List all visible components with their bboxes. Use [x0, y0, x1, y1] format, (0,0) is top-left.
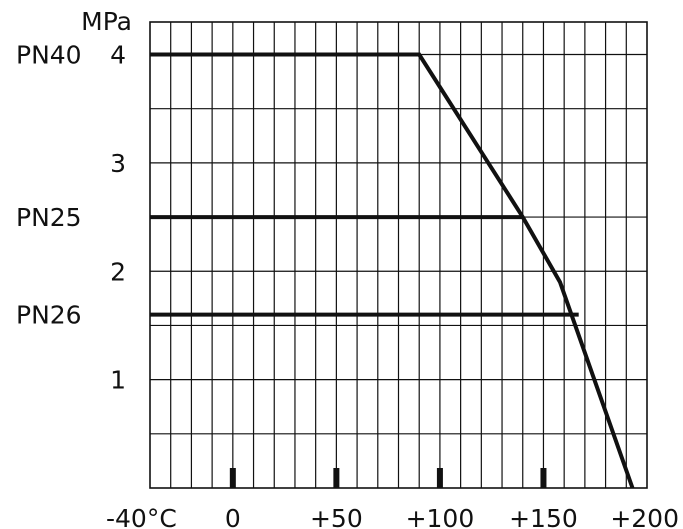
y-tick-label: 1: [110, 366, 126, 395]
plot-border: [149, 21, 648, 489]
x-tick-mark: [333, 468, 340, 488]
x-tick-label: +100: [406, 504, 475, 529]
x-tick-label: 0: [225, 504, 241, 529]
y-tick-label: 2: [110, 257, 126, 286]
y-axis-label: MPa: [81, 7, 132, 36]
y-tick-label: 4: [110, 41, 126, 70]
axis-labels: PN40 PN25 PN26 1 2 3 4 MPa -40°C 0 +50 +100 +150 +200: [16, 7, 679, 529]
x-tick-label: +50: [310, 504, 363, 529]
series-label-pn25: PN25: [16, 203, 82, 232]
plot-frame: [149, 21, 648, 489]
x-tick-mark: [540, 468, 547, 488]
x-tick-marks: [229, 468, 547, 488]
x-tick-label: -40°C: [106, 504, 177, 529]
y-tick-label: 3: [110, 149, 126, 178]
x-tick-mark: [229, 468, 236, 488]
x-tick-label: +200: [610, 504, 679, 529]
x-tick-label: +150: [509, 504, 578, 529]
series-label-pn26: PN26: [16, 301, 82, 330]
x-tick-mark: [436, 468, 443, 488]
grid: [150, 22, 647, 488]
series-lines: [150, 52, 635, 489]
series-label-pn40: PN40: [16, 41, 82, 70]
